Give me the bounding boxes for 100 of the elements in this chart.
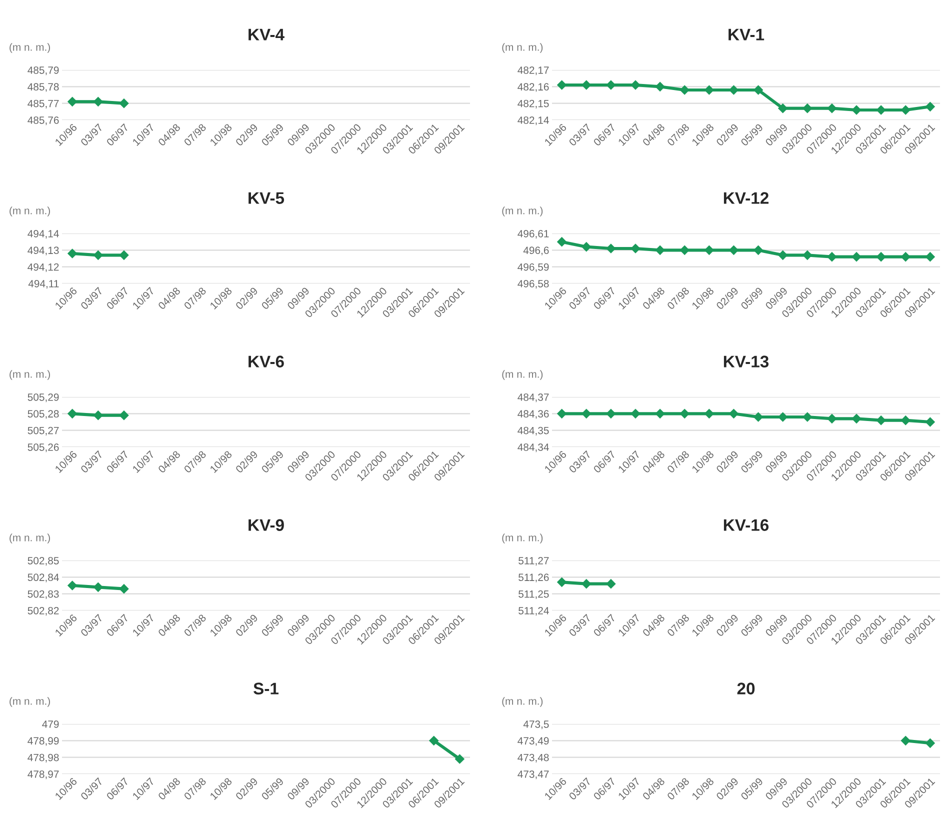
point — [729, 85, 738, 95]
point — [606, 409, 616, 418]
y-tick-label: 473,47 — [518, 770, 549, 780]
point — [827, 104, 837, 113]
point — [802, 412, 812, 422]
point — [754, 412, 763, 422]
y-axis-title: (m n. m.) — [502, 206, 543, 216]
chart-title: S-1 — [254, 682, 279, 694]
y-tick-label: 482,16 — [518, 83, 549, 92]
chart-title: KV-4 — [248, 28, 284, 40]
y-axis-title: (m n. m.) — [502, 697, 543, 707]
point — [754, 246, 763, 255]
point — [778, 104, 788, 113]
point — [557, 237, 566, 246]
y-tick-label: 494,12 — [28, 263, 59, 272]
chart-title: KV-1 — [728, 28, 764, 40]
y-axis-title: (m n. m.) — [10, 43, 50, 53]
point — [655, 82, 665, 92]
y-tick-label: 482,15 — [518, 100, 549, 108]
point — [704, 246, 714, 255]
point — [680, 85, 690, 95]
y-tick-label: 502,83 — [28, 590, 59, 599]
y-tick-label: 505,26 — [28, 444, 59, 452]
point — [680, 246, 690, 255]
y-tick-label: 485,77 — [28, 100, 59, 108]
y-tick-label: 484,35 — [518, 426, 549, 436]
point — [582, 80, 592, 90]
y-axis-title: (m n. m.) — [10, 534, 50, 544]
y-tick-label: 496,58 — [518, 280, 549, 289]
y-tick-label: 494,11 — [28, 280, 59, 289]
point — [827, 252, 837, 262]
y-tick-label: 505,29 — [28, 394, 59, 402]
y-tick-label: 502,85 — [28, 557, 59, 566]
point — [926, 252, 935, 262]
point — [557, 409, 566, 418]
chart-title: KV-9 — [248, 519, 284, 531]
y-axis-title: (m n. m.) — [502, 370, 543, 380]
y-tick-label: 511,27 — [518, 557, 549, 566]
y-tick-label: 485,79 — [28, 66, 59, 76]
y-axis-title: (m n. m.) — [502, 43, 543, 53]
chart-title: KV-12 — [724, 192, 768, 204]
y-tick-label: 511,24 — [518, 607, 549, 616]
point — [704, 409, 714, 418]
y-tick-label: 494,14 — [28, 230, 59, 239]
y-tick-label: 496,61 — [518, 230, 549, 239]
point — [606, 80, 616, 90]
point — [778, 412, 788, 422]
point — [926, 417, 935, 427]
chart-title: KV-5 — [248, 192, 284, 204]
y-axis-title: (m n. m.) — [10, 206, 50, 216]
point — [754, 85, 763, 95]
point — [582, 242, 592, 252]
y-tick-label: 485,76 — [28, 116, 59, 126]
point — [680, 409, 690, 418]
point — [852, 414, 862, 424]
y-tick-label: 473,48 — [518, 754, 549, 762]
y-tick-label: 478,97 — [28, 770, 59, 780]
point — [876, 252, 886, 262]
point — [900, 252, 910, 262]
point — [655, 246, 665, 255]
y-tick-label: 496,6 — [523, 246, 549, 256]
point — [704, 85, 714, 95]
point — [852, 252, 862, 262]
point — [900, 416, 910, 425]
y-axis-title: (m n. m.) — [502, 534, 543, 544]
y-tick-label: 484,34 — [518, 444, 549, 452]
y-axis-title: (m n. m.) — [10, 370, 50, 380]
point — [778, 250, 788, 260]
point — [729, 246, 738, 255]
point — [926, 102, 935, 112]
y-tick-label: 502,84 — [28, 574, 59, 582]
point — [802, 250, 812, 260]
point — [630, 80, 640, 90]
y-tick-label: 511,25 — [518, 590, 549, 599]
y-axis-title: (m n. m.) — [10, 697, 50, 707]
point — [630, 409, 640, 418]
chart-title: KV-16 — [724, 519, 769, 531]
chart-title: KV-13 — [724, 356, 769, 368]
point — [606, 244, 616, 254]
y-tick-label: 484,36 — [518, 410, 549, 419]
point — [802, 104, 812, 113]
y-tick-label: 473,49 — [518, 737, 549, 746]
y-tick-label: 496,59 — [518, 263, 549, 272]
y-tick-label: 484,37 — [518, 394, 549, 402]
y-tick-label: 511,26 — [518, 574, 549, 582]
point — [827, 414, 837, 424]
point — [582, 409, 592, 418]
point — [852, 105, 862, 115]
y-tick-label: 482,17 — [518, 66, 549, 76]
y-tick-label: 505,28 — [28, 410, 59, 419]
y-tick-label: 478,99 — [28, 737, 59, 746]
point — [900, 105, 910, 115]
chart-title: 20 — [737, 682, 755, 694]
y-tick-label: 478,98 — [28, 754, 59, 762]
point — [729, 409, 738, 418]
point — [876, 105, 886, 115]
chart-title: KV-6 — [248, 356, 284, 368]
y-tick-label: 502,82 — [28, 607, 59, 616]
y-tick-label: 479 — [42, 720, 59, 728]
point — [557, 80, 566, 90]
